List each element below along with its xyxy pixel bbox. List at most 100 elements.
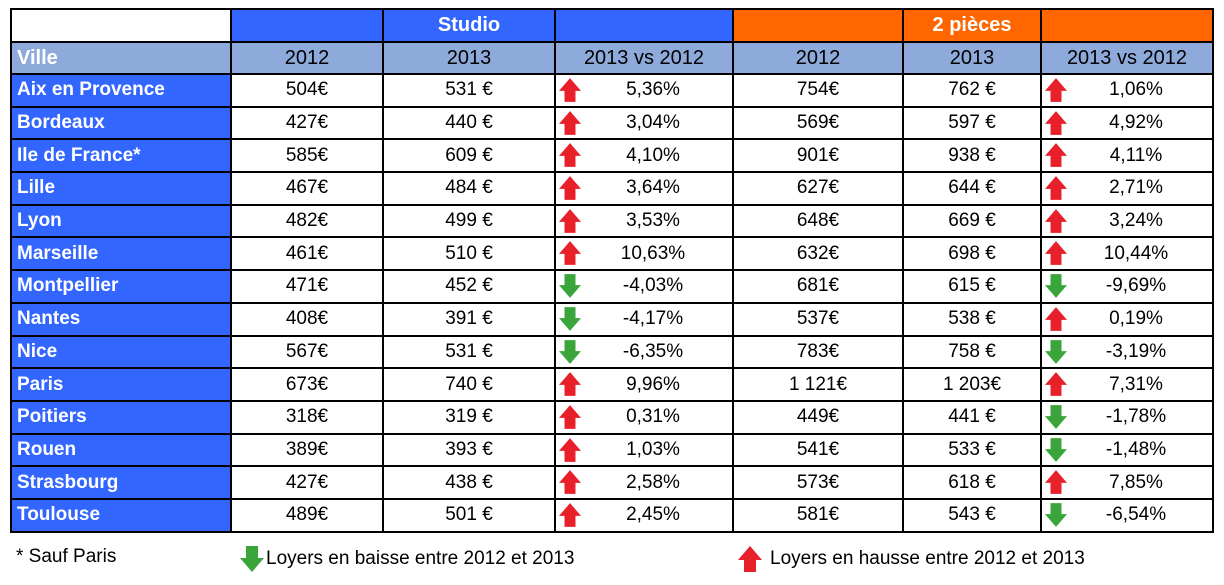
two-rooms-2012-rent: 569€ [732, 105, 904, 141]
two-rooms-change: -6,54% [1040, 497, 1214, 533]
red-up-arrow-icon [559, 176, 581, 200]
two-rooms-change-value: -1,48% [1105, 438, 1167, 460]
table-row: Poitiers 318€ 319 € 0,31% 449€ 441 € -1,78% [10, 399, 1214, 435]
two-rooms-change-value: -1,78% [1105, 406, 1167, 428]
city-name: Ile de France* [10, 138, 232, 174]
studio-2012-rent: 585€ [230, 138, 384, 174]
studio-change-value: 5,36% [626, 79, 680, 101]
red-up-arrow-icon [559, 372, 581, 397]
studio-2013-rent: 452 € [382, 269, 556, 304]
studio-change: 9,96% [554, 367, 734, 402]
two-rooms-header-left [732, 8, 904, 43]
studio-2013-rent: 531 € [382, 73, 556, 108]
two-rooms-2012-rent: 681€ [732, 269, 904, 304]
city-name: Nice [10, 334, 232, 370]
studio-change: 1,03% [554, 432, 734, 468]
green-down-arrow-icon [240, 546, 264, 572]
studio-change: -6,35% [554, 334, 734, 370]
studio-change-value: -6,35% [622, 340, 684, 362]
column-header-two-rooms-change: 2013 vs 2012 [1040, 41, 1214, 75]
two-rooms-change: 4,11% [1040, 138, 1214, 174]
two-rooms-header-right [1040, 8, 1214, 43]
green-down-arrow-icon [1045, 437, 1067, 462]
two-rooms-2013-rent: 615 € [902, 269, 1042, 304]
two-rooms-change-value: 10,44% [1103, 242, 1169, 264]
studio-change: 3,04% [554, 105, 734, 141]
studio-change: -4,17% [554, 301, 734, 337]
two-rooms-change-value: 4,92% [1109, 112, 1163, 134]
two-rooms-2013-rent: 441 € [902, 399, 1042, 435]
two-rooms-2012-rent: 632€ [732, 236, 904, 272]
footnote: * Sauf Paris [16, 546, 116, 568]
group-header-row: Studio 2 pièces [10, 8, 1214, 43]
red-up-arrow-icon [559, 404, 581, 429]
city-name: Rouen [10, 432, 232, 468]
two-rooms-2012-rent: 627€ [732, 171, 904, 206]
city-name: Paris [10, 367, 232, 402]
column-header-two-rooms-2013: 2013 [902, 41, 1042, 75]
city-name: Marseille [10, 236, 232, 272]
red-up-arrow-icon [559, 437, 581, 462]
two-rooms-change: -1,78% [1040, 399, 1214, 435]
city-name: Nantes [10, 301, 232, 337]
column-header-studio-2012: 2012 [230, 41, 384, 75]
red-up-arrow-icon [1045, 241, 1067, 266]
two-rooms-2013-rent: 698 € [902, 236, 1042, 272]
studio-2013-rent: 501 € [382, 497, 556, 533]
green-down-arrow-icon [559, 306, 581, 331]
two-rooms-change: 7,85% [1040, 465, 1214, 500]
two-rooms-change: 10,44% [1040, 236, 1214, 272]
red-up-arrow-icon [559, 143, 581, 168]
red-up-arrow-icon [1045, 208, 1067, 233]
two-rooms-2013-rent: 669 € [902, 203, 1042, 239]
green-down-arrow-icon [1045, 404, 1067, 429]
studio-change-value: -4,17% [622, 308, 684, 330]
studio-2013-rent: 499 € [382, 203, 556, 239]
studio-header-right [554, 8, 734, 43]
two-rooms-change-value: -9,69% [1105, 275, 1167, 297]
two-rooms-change-value: 7,85% [1109, 471, 1163, 493]
studio-change-value: 0,31% [626, 406, 680, 428]
two-rooms-change-value: 4,11% [1109, 144, 1163, 166]
studio-change-value: 1,03% [626, 438, 680, 460]
studio-change-value: 3,04% [626, 112, 680, 134]
two-rooms-2013-rent: 538 € [902, 301, 1042, 337]
studio-change-value: -4,03% [622, 275, 684, 297]
studio-change-value: 9,96% [626, 373, 680, 395]
table-row: Strasbourg 427€ 438 € 2,58% 573€ 618 € 7,85% [10, 465, 1214, 500]
studio-2013-rent: 531 € [382, 334, 556, 370]
two-rooms-2012-rent: 537€ [732, 301, 904, 337]
studio-change-value: 2,45% [626, 504, 680, 526]
table-row: Toulouse 489€ 501 € 2,45% 581€ 543 € -6,54% [10, 497, 1214, 533]
studio-change: 3,64% [554, 171, 734, 206]
two-rooms-change-value: 2,71% [1109, 177, 1163, 199]
studio-2013-rent: 440 € [382, 105, 556, 141]
table-row: Bordeaux 427€ 440 € 3,04% 569€ 597 € 4,92% [10, 105, 1214, 141]
studio-change: 4,10% [554, 138, 734, 174]
studio-change: 2,45% [554, 497, 734, 533]
two-rooms-change-value: 3,24% [1109, 210, 1163, 232]
two-rooms-2013-rent: 938 € [902, 138, 1042, 174]
two-rooms-2012-rent: 754€ [732, 73, 904, 108]
column-header-two-rooms-2012: 2012 [732, 41, 904, 75]
studio-2013-rent: 510 € [382, 236, 556, 272]
table-row: Lille 467€ 484 € 3,64% 627€ 644 € 2,71% [10, 171, 1214, 206]
city-name: Lyon [10, 203, 232, 239]
studio-2012-rent: 427€ [230, 105, 384, 141]
two-rooms-change-value: -6,54% [1105, 504, 1167, 526]
studio-2012-rent: 471€ [230, 269, 384, 304]
footnote-text: * Sauf Paris [16, 546, 117, 567]
legend-up: Loyers en hausse entre 2012 et 2013 [738, 546, 1085, 572]
column-header-ville: Ville [10, 41, 232, 75]
studio-2013-rent: 438 € [382, 465, 556, 500]
two-rooms-2012-rent: 449€ [732, 399, 904, 435]
studio-change: 3,53% [554, 203, 734, 239]
studio-change-value: 10,63% [620, 242, 686, 264]
city-name: Montpellier [10, 269, 232, 304]
two-rooms-change: 3,24% [1040, 203, 1214, 239]
studio-change-value: 4,10% [626, 144, 680, 166]
red-up-arrow-icon [559, 78, 581, 102]
studio-2012-rent: 427€ [230, 465, 384, 500]
table-row: Lyon 482€ 499 € 3,53% 648€ 669 € 3,24% [10, 203, 1214, 239]
studio-2012-rent: 504€ [230, 73, 384, 108]
